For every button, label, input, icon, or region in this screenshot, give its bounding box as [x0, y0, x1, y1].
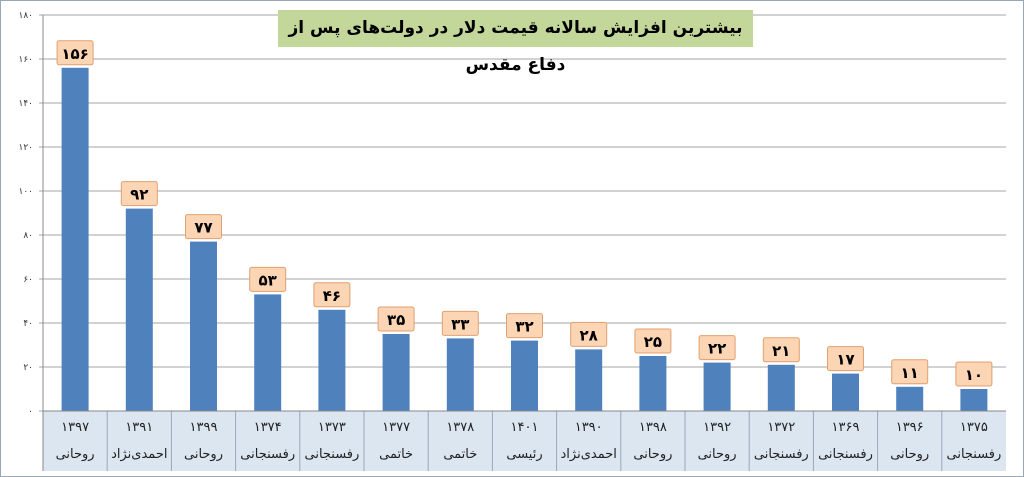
data-label-box	[120, 181, 158, 207]
bar	[703, 362, 731, 411]
data-label: ۳۲	[515, 318, 533, 336]
data-label: ۹۲	[130, 186, 148, 204]
data-label-box	[313, 282, 351, 308]
data-label: ۴۶	[323, 287, 341, 305]
data-label-box	[441, 310, 479, 336]
data-label-box	[377, 306, 415, 332]
category-president-label: روحانی	[184, 447, 223, 462]
data-label: ۱۵۶	[61, 45, 88, 63]
category-year-label: ۱۳۷۲	[767, 420, 795, 435]
data-label-box	[56, 40, 94, 66]
category-president-label: رفسنجانی	[240, 447, 295, 462]
bar	[318, 309, 346, 411]
category-year-label: ۱۳۹۹	[190, 420, 218, 435]
bar	[190, 241, 217, 411]
bar	[767, 364, 795, 411]
data-label-box	[249, 266, 287, 292]
category-year-label: ۱۳۷۷	[382, 420, 410, 435]
category-year-label: ۱۳۹۷	[61, 420, 89, 435]
bar	[125, 208, 153, 411]
category-president-label: خاتمی	[443, 447, 477, 462]
data-label: ۲۸	[580, 326, 598, 344]
data-label-box	[634, 328, 672, 354]
category-president-label: خاتمی	[379, 447, 413, 462]
data-label: ۲۱	[772, 342, 790, 360]
category-president-label: رفسنجانی	[818, 447, 873, 462]
category-year-label: ۱۳۷۳	[318, 420, 346, 435]
category-year-label: ۱۳۷۸	[446, 420, 474, 435]
data-label: ۱۰	[965, 366, 983, 384]
category-year-label: ۱۴۰۱	[511, 420, 539, 435]
bar	[254, 294, 282, 411]
y-tick-label: ۲۰	[23, 363, 33, 373]
category-year-label: ۱۳۹۸	[639, 420, 667, 435]
y-tick-label: ۱۴۰	[18, 99, 33, 109]
data-label-box	[955, 361, 993, 387]
category-president-label: روحانی	[890, 447, 929, 462]
data-label-box	[698, 335, 736, 361]
category-axis-background	[43, 411, 1006, 471]
data-label: ۱۱	[901, 364, 919, 382]
bar	[832, 373, 859, 411]
category-president-label: رئیسی	[506, 447, 542, 462]
category-year-label: ۱۳۷۵	[960, 420, 988, 435]
category-president-label: رفسنجانی	[304, 447, 359, 462]
category-president-label: احمدی‌نژاد	[111, 447, 167, 462]
bar	[61, 67, 89, 412]
category-president-label: رفسنجانی	[754, 447, 809, 462]
data-label-box	[506, 313, 543, 339]
category-year-label: ۱۳۷۴	[254, 420, 282, 435]
y-tick-label: ۱۰۰	[18, 187, 33, 197]
category-president-label: روحانی	[56, 447, 95, 462]
data-label-box	[827, 346, 864, 372]
bar	[960, 389, 988, 411]
data-label-box	[570, 321, 608, 347]
bar	[511, 340, 538, 411]
bar	[896, 386, 924, 411]
category-president-label: روحانی	[698, 447, 737, 462]
category-year-label: ۱۳۹۶	[896, 420, 924, 435]
data-label: ۲۵	[644, 333, 662, 351]
y-tick-label: ۶۰	[23, 275, 33, 285]
category-president-label: رفسنجانی	[946, 447, 1001, 462]
chart-title: بیشترین افزایش سالانه قیمت دلار در دولت‌…	[278, 10, 753, 75]
category-president-label: احمدی‌نژاد	[561, 447, 617, 462]
data-label: ۲۲	[708, 340, 726, 358]
y-tick-label: ۱۶۰	[18, 55, 33, 65]
category-year-label: ۱۳۶۹	[832, 420, 860, 435]
bar	[639, 356, 667, 411]
data-label-box	[185, 214, 222, 240]
y-tick-label: ۰	[28, 407, 33, 417]
y-tick-label: ۸۰	[23, 231, 33, 241]
bar	[382, 334, 410, 411]
category-president-label: روحانی	[633, 447, 672, 462]
y-tick-label: ۱۲۰	[18, 143, 33, 153]
category-year-label: ۱۳۹۰	[575, 420, 603, 435]
data-label: ۳۳	[451, 315, 469, 333]
y-tick-label: ۴۰	[23, 319, 33, 329]
category-year-label: ۱۳۹۲	[703, 420, 731, 435]
data-label-box	[891, 359, 929, 385]
category-year-label: ۱۳۹۱	[125, 420, 153, 435]
data-label-box	[762, 337, 800, 363]
bar	[446, 338, 474, 411]
data-label: ۷۷	[194, 219, 212, 237]
y-tick-label: ۱۸۰	[18, 11, 33, 21]
data-label: ۵۳	[259, 271, 277, 289]
bar	[575, 349, 603, 411]
data-label: ۳۵	[387, 311, 405, 329]
data-label: ۱۷	[836, 351, 854, 369]
